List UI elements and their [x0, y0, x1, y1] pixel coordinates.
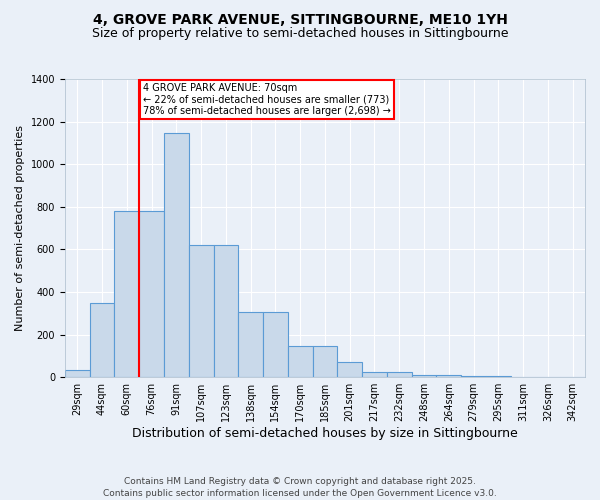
Bar — [238, 312, 263, 377]
Bar — [288, 346, 313, 377]
Bar — [214, 245, 238, 377]
Bar — [89, 302, 115, 377]
Bar — [535, 376, 560, 377]
Bar — [313, 346, 337, 377]
Bar — [486, 376, 511, 377]
Bar — [387, 372, 412, 377]
Bar — [65, 370, 89, 377]
Bar — [139, 211, 164, 377]
Bar — [115, 211, 139, 377]
Bar — [362, 372, 387, 377]
Bar — [511, 376, 535, 377]
Bar — [263, 312, 288, 377]
X-axis label: Distribution of semi-detached houses by size in Sittingbourne: Distribution of semi-detached houses by … — [132, 427, 518, 440]
Y-axis label: Number of semi-detached properties: Number of semi-detached properties — [15, 125, 25, 331]
Text: 4, GROVE PARK AVENUE, SITTINGBOURNE, ME10 1YH: 4, GROVE PARK AVENUE, SITTINGBOURNE, ME1… — [92, 12, 508, 26]
Bar — [436, 375, 461, 377]
Bar — [412, 375, 436, 377]
Text: Size of property relative to semi-detached houses in Sittingbourne: Size of property relative to semi-detach… — [92, 28, 508, 40]
Text: 4 GROVE PARK AVENUE: 70sqm
← 22% of semi-detached houses are smaller (773)
78% o: 4 GROVE PARK AVENUE: 70sqm ← 22% of semi… — [143, 84, 391, 116]
Bar — [337, 362, 362, 377]
Bar — [461, 376, 486, 377]
Text: Contains HM Land Registry data © Crown copyright and database right 2025.
Contai: Contains HM Land Registry data © Crown c… — [103, 476, 497, 498]
Bar — [189, 245, 214, 377]
Bar — [164, 134, 189, 377]
